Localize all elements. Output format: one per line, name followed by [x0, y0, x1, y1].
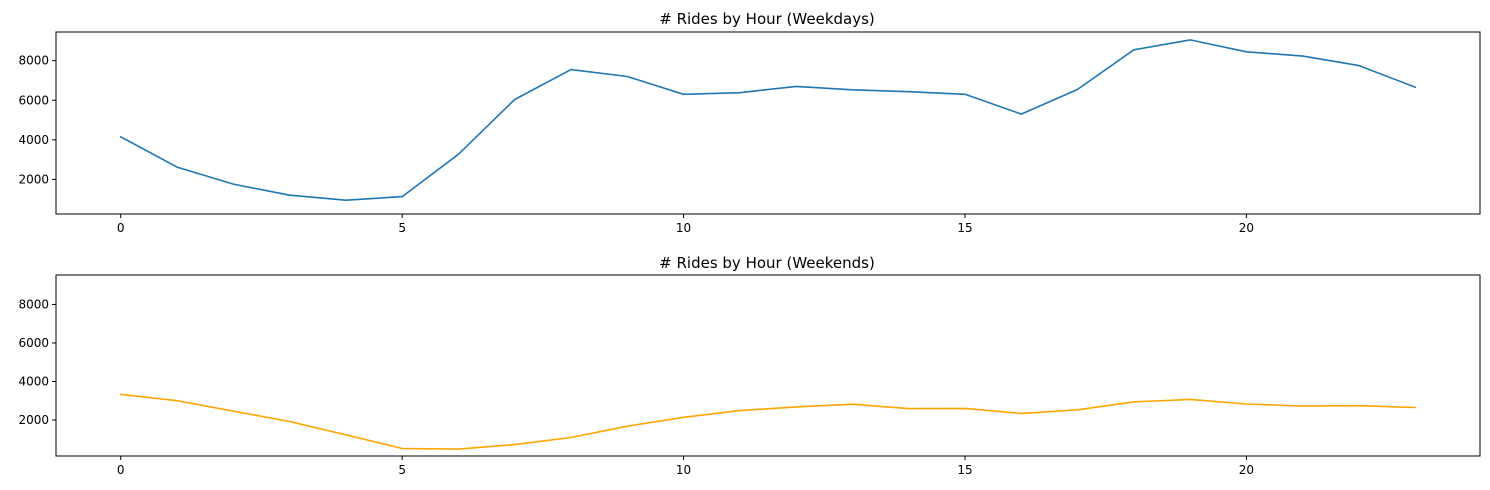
x-tick-label: 5	[398, 463, 406, 477]
chart-weekends: # Rides by Hour (Weekends) 0 5 10 15 20 2000…	[18, 254, 1481, 477]
y-tick-label: 8000	[18, 54, 49, 68]
x-tick-label: 10	[676, 221, 691, 235]
y-tick-label: 6000	[18, 336, 49, 350]
plot-area	[55, 274, 1481, 457]
series-group	[119, 393, 1417, 450]
y-tick-label: 6000	[18, 93, 49, 107]
x-tick-label: 20	[1239, 463, 1254, 477]
plot-area	[55, 31, 1481, 215]
series-line	[119, 393, 1417, 450]
series-group	[119, 39, 1417, 201]
x-ticks: 0 5 10 15 20	[117, 456, 1254, 477]
y-ticks: 2000 4000 6000 8000	[18, 54, 56, 186]
chart-title: # Rides by Hour (Weekends)	[659, 254, 875, 272]
y-tick-label: 4000	[18, 374, 49, 388]
y-tick-label: 4000	[18, 133, 49, 147]
x-ticks: 0 5 10 15 20	[117, 214, 1254, 235]
x-tick-label: 0	[117, 463, 125, 477]
chart-weekdays: # Rides by Hour (Weekdays) 0 5 10 15 20 2000…	[18, 10, 1481, 235]
x-tick-label: 15	[957, 221, 972, 235]
x-tick-label: 15	[957, 463, 972, 477]
x-tick-label: 5	[398, 221, 406, 235]
y-tick-label: 2000	[18, 413, 49, 427]
y-ticks: 2000 4000 6000 8000	[18, 297, 56, 427]
y-tick-label: 8000	[18, 297, 49, 311]
x-tick-label: 20	[1239, 221, 1254, 235]
chart-title: # Rides by Hour (Weekdays)	[659, 10, 875, 28]
x-tick-label: 0	[117, 221, 125, 235]
x-tick-label: 10	[676, 463, 691, 477]
series-line	[119, 39, 1417, 201]
y-tick-label: 2000	[18, 172, 49, 186]
